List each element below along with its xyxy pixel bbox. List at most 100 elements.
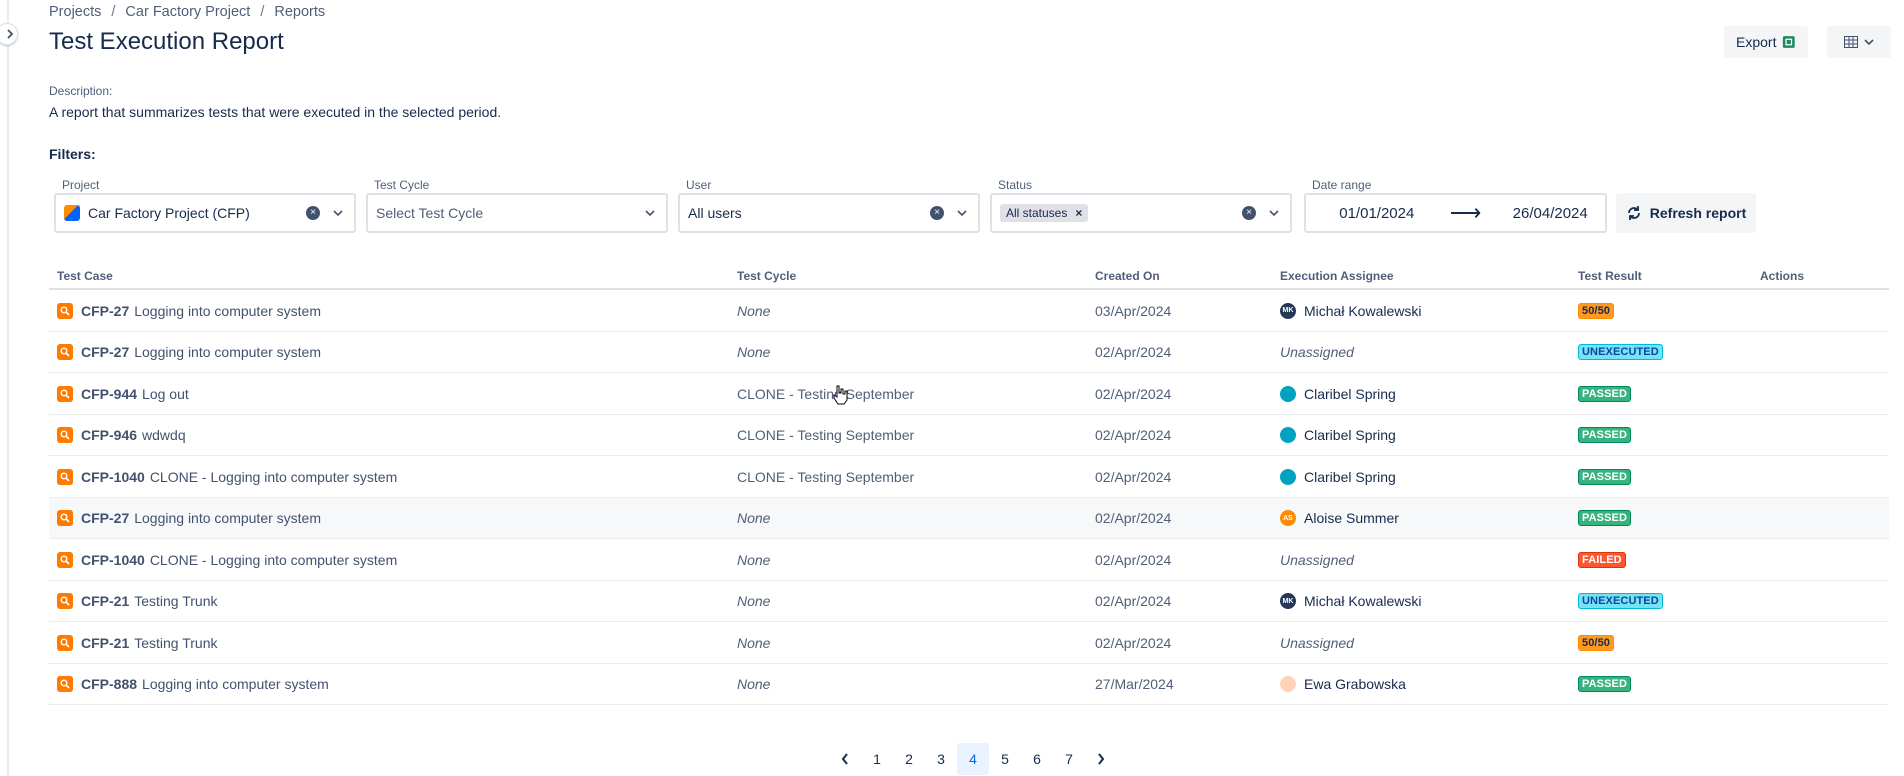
test-case-key[interactable]: CFP-946: [81, 427, 138, 443]
test-case-cell[interactable]: CFP-27 Logging into computer system: [57, 498, 321, 539]
previous-page-button[interactable]: [829, 743, 861, 775]
column-header-created-on[interactable]: Created On: [1095, 269, 1160, 283]
table-row[interactable]: CFP-888 Logging into computer system Non…: [49, 664, 1889, 705]
chevron-down-icon[interactable]: [954, 205, 970, 221]
table-row[interactable]: CFP-21 Testing Trunk None 02/Apr/2024 MK…: [49, 581, 1889, 622]
test-case-key[interactable]: CFP-27: [81, 344, 130, 360]
user-select[interactable]: All users ×: [678, 193, 980, 233]
table-row[interactable]: CFP-944 Log out CLONE - Testing Septembe…: [49, 373, 1889, 415]
test-case-name[interactable]: CLONE - Logging into computer system: [149, 468, 398, 485]
test-case-name[interactable]: CLONE - Logging into computer system: [149, 551, 398, 568]
breadcrumb-reports[interactable]: Reports: [274, 4, 326, 20]
test-cycle-cell[interactable]: CLONE - Testing September: [737, 468, 915, 485]
test-case-name[interactable]: wdwdq: [142, 427, 186, 443]
test-case-key[interactable]: CFP-944: [81, 385, 138, 402]
test-case-cell[interactable]: CFP-21 Testing Trunk: [57, 622, 218, 663]
test-case-key[interactable]: CFP-27: [81, 302, 130, 319]
test-cycle-select[interactable]: Select Test Cycle: [366, 193, 668, 233]
test-case-cell[interactable]: CFP-27 Logging into computer system: [57, 332, 321, 373]
column-header-execution-assignee[interactable]: Execution Assignee: [1280, 269, 1394, 283]
table-row[interactable]: CFP-27 Logging into computer system None…: [49, 497, 1889, 539]
table-row[interactable]: CFP-27 Logging into computer system None…: [49, 290, 1889, 332]
left-sidebar-rail: [0, 0, 9, 776]
avatar: [1280, 385, 1296, 402]
test-case-key[interactable]: CFP-21: [81, 593, 130, 609]
test-case-name[interactable]: Log out: [142, 385, 189, 402]
page-3-button[interactable]: 3: [937, 751, 945, 767]
page-5-button[interactable]: 5: [1001, 751, 1009, 767]
test-case-name[interactable]: Logging into computer system: [134, 344, 321, 360]
clear-icon[interactable]: ×: [306, 206, 320, 220]
test-cycle-cell[interactable]: CLONE - Testing September: [737, 427, 915, 443]
table-row[interactable]: CFP-21 Testing Trunk None 02/Apr/2024 Un…: [49, 622, 1889, 664]
column-header-test-cycle[interactable]: Test Cycle: [737, 269, 797, 283]
test-case-icon: [57, 634, 73, 651]
test-case-cell[interactable]: CFP-1040 CLONE - Logging into computer s…: [57, 539, 397, 580]
clear-icon[interactable]: ×: [930, 206, 944, 220]
status-select[interactable]: All statuses × ×: [990, 193, 1292, 233]
test-cycle-cell[interactable]: CLONE - Testing September: [737, 385, 915, 402]
created-on-cell: 02/Apr/2024: [1095, 468, 1172, 485]
test-case-name[interactable]: Logging into computer system: [142, 676, 329, 692]
test-case-name[interactable]: Logging into computer system: [134, 510, 321, 526]
test-case-name[interactable]: Testing Trunk: [134, 634, 218, 651]
test-cycle-select-placeholder: Select Test Cycle: [376, 205, 484, 221]
page-2-button[interactable]: 2: [905, 751, 913, 767]
refresh-report-button[interactable]: Refresh report: [1616, 193, 1756, 233]
next-page-button[interactable]: [1085, 743, 1117, 775]
test-case-key[interactable]: CFP-27: [81, 510, 130, 526]
test-case-cell[interactable]: CFP-888 Logging into computer system: [57, 664, 329, 705]
chevron-down-icon[interactable]: [642, 205, 658, 221]
avatar: [1280, 468, 1296, 485]
test-case-cell[interactable]: CFP-944 Log out: [57, 373, 189, 414]
assignee-name: Ewa Grabowska: [1304, 676, 1406, 692]
export-button[interactable]: Export: [1724, 26, 1808, 58]
expand-sidebar-button[interactable]: [0, 23, 18, 45]
status-badge: PASSED: [1578, 427, 1632, 443]
chevron-down-icon[interactable]: [330, 205, 346, 221]
project-select[interactable]: Car Factory Project (CFP) ×: [54, 193, 356, 233]
column-header-test-case[interactable]: Test Case: [57, 269, 113, 283]
table-view-dropdown[interactable]: [1827, 26, 1891, 58]
breadcrumb-project[interactable]: Car Factory Project: [125, 4, 251, 20]
page-6-button[interactable]: 6: [1033, 751, 1041, 767]
chevron-down-icon: [1864, 39, 1874, 46]
page-7-button[interactable]: 7: [1065, 751, 1073, 767]
test-result-cell: UNEXECUTED: [1578, 332, 1663, 373]
remove-chip-icon[interactable]: ×: [1075, 206, 1083, 220]
table-row[interactable]: CFP-1040 CLONE - Logging into computer s…: [49, 539, 1889, 581]
page-4-button[interactable]: 4: [957, 743, 989, 775]
table-row[interactable]: CFP-946 wdwdq CLONE - Testing September …: [49, 415, 1889, 456]
test-case-name[interactable]: Testing Trunk: [134, 593, 218, 609]
assignee-cell: MK Michał Kowalewski: [1280, 581, 1421, 622]
date-from-input[interactable]: 01/01/2024: [1339, 204, 1415, 222]
test-result-cell: UNEXECUTED: [1578, 581, 1663, 622]
assignee-name: Unassigned: [1280, 634, 1354, 651]
test-case-key[interactable]: CFP-888: [81, 676, 138, 692]
test-case-cell[interactable]: CFP-27 Logging into computer system: [57, 290, 321, 331]
test-case-cell[interactable]: CFP-1040 CLONE - Logging into computer s…: [57, 456, 397, 497]
breadcrumb-projects[interactable]: Projects: [49, 4, 102, 20]
date-range-label: Date range: [1312, 178, 1372, 192]
test-case-icon: [57, 302, 73, 319]
status-badge: 50/50: [1578, 302, 1615, 319]
test-result-cell: 50/50: [1578, 290, 1615, 331]
column-header-test-result[interactable]: Test Result: [1578, 269, 1642, 283]
breadcrumb-separator: /: [260, 4, 265, 20]
chevron-down-icon[interactable]: [1266, 205, 1282, 221]
table-row[interactable]: CFP-27 Logging into computer system None…: [49, 332, 1889, 373]
clear-icon[interactable]: ×: [1242, 206, 1256, 220]
status-chip: All statuses ×: [1000, 204, 1089, 222]
test-case-cell[interactable]: CFP-946 wdwdq: [57, 415, 186, 456]
date-to-input[interactable]: 26/04/2024: [1512, 204, 1588, 222]
status-chip-label: All statuses: [1006, 206, 1068, 220]
table-row[interactable]: CFP-1040 CLONE - Logging into computer s…: [49, 456, 1889, 498]
page-1-button[interactable]: 1: [873, 751, 881, 767]
test-case-key[interactable]: CFP-1040: [81, 468, 145, 485]
test-case-key[interactable]: CFP-1040: [81, 551, 145, 568]
refresh-report-label: Refresh report: [1649, 205, 1747, 221]
test-case-key[interactable]: CFP-21: [81, 634, 130, 651]
test-case-cell[interactable]: CFP-21 Testing Trunk: [57, 581, 218, 622]
created-on-cell: 03/Apr/2024: [1095, 302, 1172, 319]
test-case-name[interactable]: Logging into computer system: [134, 302, 321, 319]
